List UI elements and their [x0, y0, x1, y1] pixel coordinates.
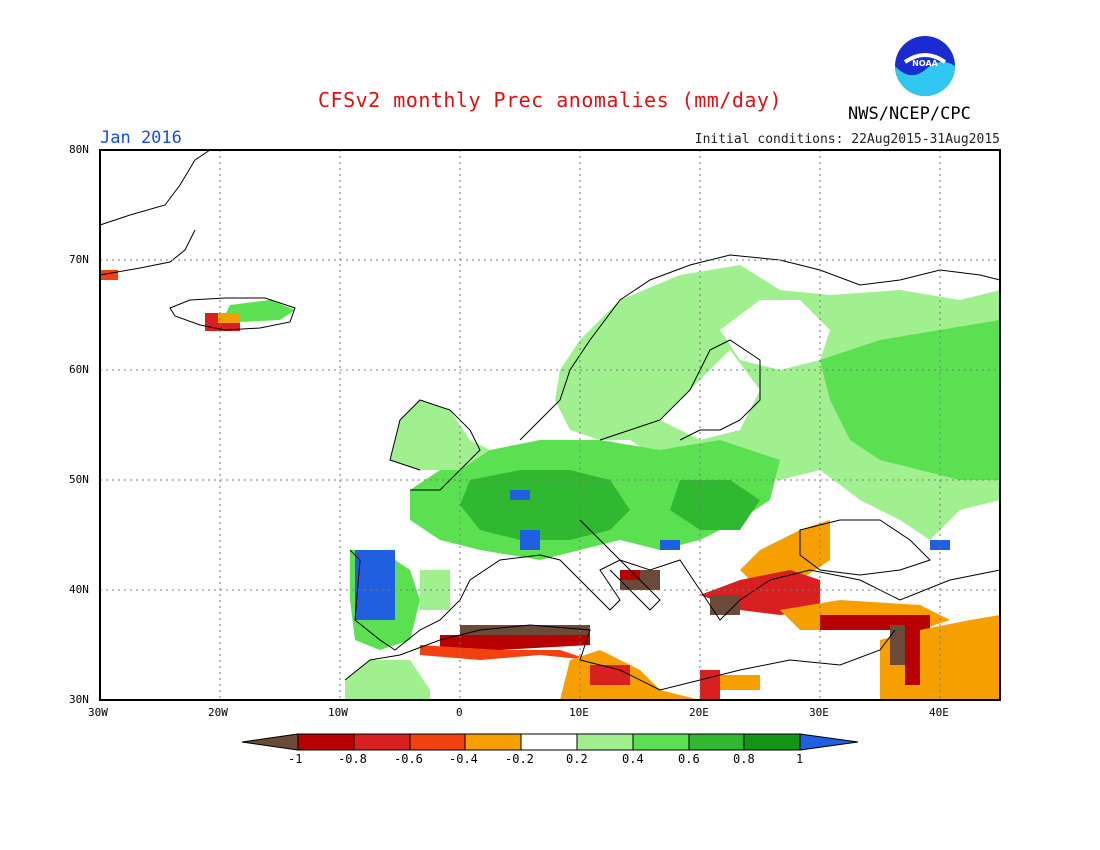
iceland-coast	[169, 297, 296, 331]
anomaly-dark-green-east	[670, 480, 760, 530]
baltic-coast	[599, 339, 761, 441]
anomaly-blue-caucasus	[930, 540, 950, 550]
anomaly-light-green-north	[555, 265, 1000, 540]
colorbar-low-triangle	[241, 733, 299, 751]
anomaly-dark-green-core	[460, 470, 630, 540]
lon-label: 20E	[689, 706, 709, 719]
lon-label: 10W	[328, 706, 348, 719]
month-label: Jan 2016	[100, 128, 182, 148]
colorbar-bin	[353, 733, 411, 751]
anomaly-mid-green-russia	[820, 320, 1000, 480]
colorbar-bin	[576, 733, 634, 751]
anomaly-red-levant	[905, 625, 920, 685]
anomaly-blue-alps	[520, 530, 540, 550]
colorbar-label: 0.8	[733, 752, 755, 766]
black-sea-coast	[799, 519, 931, 576]
lat-label: 30N	[69, 693, 89, 706]
colorbar	[241, 733, 859, 751]
anomaly-blue-balkan	[660, 540, 680, 550]
anomaly-blue-france	[510, 490, 530, 500]
colorbar-label: 1	[796, 752, 804, 766]
anomaly-red-greenland	[100, 270, 118, 280]
graticule	[100, 150, 1000, 700]
org-label: NWS/NCEP/CPC	[848, 104, 971, 124]
anomaly-orange-africa	[420, 645, 590, 660]
anomaly-blue-iberia	[355, 550, 395, 620]
lat-label: 80N	[69, 143, 89, 156]
anomaly-neutral-north	[720, 300, 830, 370]
lon-label: 0	[456, 706, 463, 719]
lat-label: 70N	[69, 253, 89, 266]
colorbar-bin	[743, 733, 801, 751]
colorbar-label: -0.6	[394, 752, 423, 766]
lat-label: 40N	[69, 583, 89, 596]
colorbar-bin	[688, 733, 745, 751]
anomaly-red-egypt	[700, 670, 720, 700]
colorbar-high-triangle	[799, 733, 859, 751]
anomaly-fields	[100, 265, 1000, 700]
colorbar-label: -1	[288, 752, 303, 766]
lon-label: 20W	[208, 706, 228, 719]
africa-coast	[344, 624, 896, 691]
greenland-coast	[99, 149, 211, 276]
anomaly-brown-greece	[710, 595, 740, 615]
colorbar-bin	[464, 733, 522, 751]
colorbar-label: -0.8	[338, 752, 367, 766]
lat-label: 50N	[69, 473, 89, 486]
colorbar-label: 0.4	[622, 752, 644, 766]
colorbar-label: 0.2	[566, 752, 588, 766]
anomaly-neutral-scan	[660, 350, 760, 440]
lon-label: 30W	[88, 706, 108, 719]
colorbar-bin	[297, 733, 355, 751]
europe-coast	[349, 549, 1001, 651]
lon-label: 30E	[809, 706, 829, 719]
anomaly-red-italy	[620, 570, 640, 580]
anomaly-brown-africa	[460, 625, 590, 635]
map-frame	[99, 149, 1001, 701]
colorbar-bin	[520, 733, 578, 751]
anomaly-green-iceland	[225, 300, 295, 322]
colorbar-bin	[409, 733, 466, 751]
colorbar-label: -0.4	[449, 752, 478, 766]
anomaly-light-green-uk	[390, 400, 490, 470]
anomaly-amber-turkey	[740, 520, 830, 590]
lat-label: 60N	[69, 363, 89, 376]
anomaly-light-green-africa	[345, 660, 430, 700]
anomaly-amber-egypt	[720, 675, 760, 690]
lon-label: 10E	[569, 706, 589, 719]
initial-conditions-label: Initial conditions: 22Aug2015-31Aug2015	[694, 132, 1000, 147]
colorbar-label: 0.6	[678, 752, 700, 766]
scandinavia-coast	[519, 254, 1001, 441]
anomaly-amber-iceland	[218, 313, 240, 323]
colorbar-bin	[632, 733, 690, 751]
map-title: CFSv2 monthly Prec anomalies (mm/day)	[317, 88, 783, 112]
colorbar-label: -0.2	[505, 752, 534, 766]
lon-label: 40E	[929, 706, 949, 719]
italy-coast	[579, 519, 661, 611]
